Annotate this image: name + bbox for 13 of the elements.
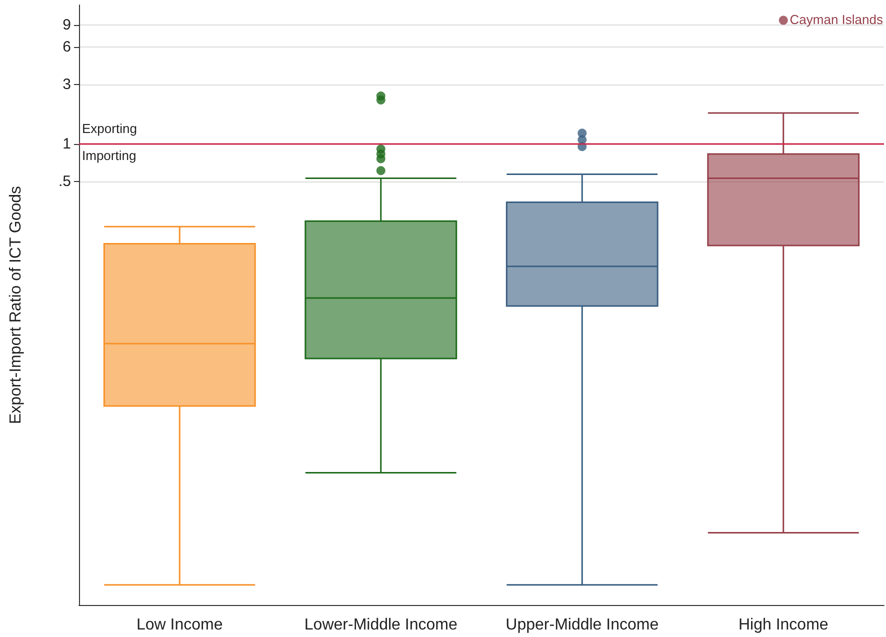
x-tick-label: Upper-Middle Income: [506, 616, 659, 634]
annotation: Importing: [82, 148, 136, 163]
y-tick-label: .5: [58, 172, 71, 190]
annotation: Exporting: [82, 120, 137, 136]
x-tick-label: High Income: [738, 616, 828, 634]
y-tick-label: 9: [62, 16, 71, 34]
y-axis-title: Export-Import Ratio of ICT Goods: [8, 186, 24, 424]
y-tick-label: 1: [62, 135, 71, 152]
annotation: Cayman Islands: [790, 12, 884, 27]
x-tick-label: Low Income: [136, 616, 223, 634]
x-tick-label: Lower-Middle Income: [304, 616, 458, 634]
y-tick-label: 3: [62, 76, 71, 93]
y-tick-label: 6: [62, 38, 71, 56]
